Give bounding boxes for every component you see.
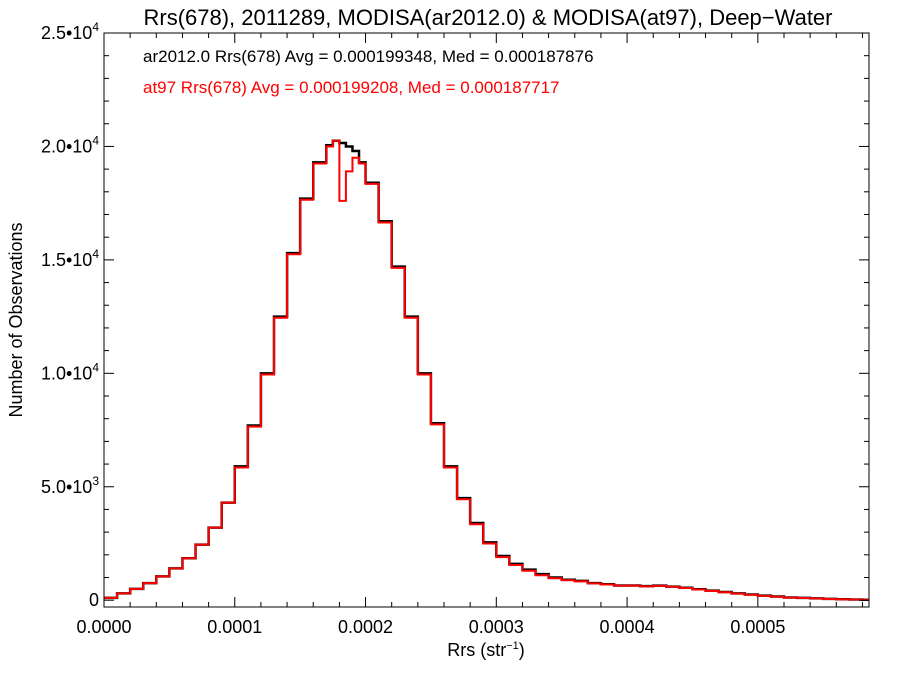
y-tick-label: 1.0•104 (41, 360, 99, 383)
y-axis-label: Number of Observations (6, 222, 26, 417)
ticks-layer: 0.0000 0.0001 0.0002 0.0003 0.0004 0.0005 0 5.0… (41, 20, 869, 637)
series-line-ar2012.0 (104, 139, 869, 601)
x-tick-label: 0.0004 (600, 617, 655, 637)
x-tick-label: 0.0002 (338, 617, 393, 637)
chart-title: Rrs(678), 2011289, MODISA(ar2012.0) & MO… (143, 5, 832, 30)
annotation-at97: at97 Rrs(678) Avg = 0.000199208, Med = 0… (143, 78, 560, 97)
plot-frame (103, 32, 870, 608)
y-tick-label: 2.0•104 (41, 133, 99, 156)
annotation-ar2012: ar2012.0 Rrs(678) Avg = 0.000199348, Med… (143, 47, 594, 66)
y-tick-label: 1.5•104 (41, 247, 99, 270)
x-axis-label-close: ) (519, 640, 525, 660)
x-axis-label: Rrs (str−1) (447, 640, 525, 660)
series-layer (104, 139, 869, 601)
y-tick-label: 2.5•104 (41, 20, 99, 43)
x-tick-label: 0.0000 (76, 617, 131, 637)
x-axis-label-text: Rrs (str (447, 640, 506, 660)
y-tick-label: 0 (89, 590, 99, 610)
x-tick-label: 0.0003 (469, 617, 524, 637)
x-axis-label-sup: −1 (506, 640, 519, 652)
y-tick-label: 5.0•103 (41, 474, 99, 497)
series-line-at97 (104, 139, 869, 601)
x-tick-label: 0.0001 (207, 617, 262, 637)
x-tick-label: 0.0005 (730, 617, 785, 637)
